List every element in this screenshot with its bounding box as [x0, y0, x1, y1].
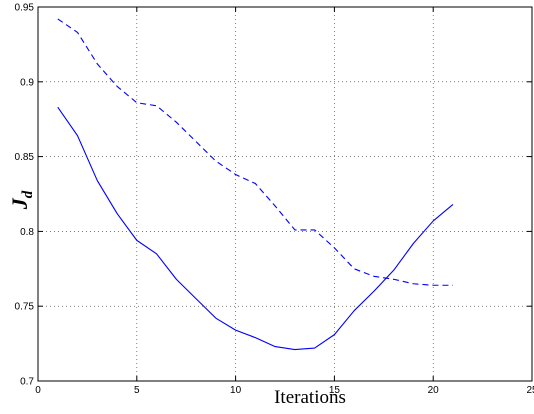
- y-axis-label-subscript: d: [20, 190, 36, 198]
- plot-frame: [37, 6, 533, 382]
- x-tick-label: 0: [35, 385, 41, 396]
- dashed-series-line: [57, 18, 453, 286]
- x-tick-label: 10: [230, 385, 242, 396]
- y-tick-label: 0.8: [20, 227, 34, 238]
- x-tick-label: 20: [428, 385, 440, 396]
- plot-background: [38, 7, 532, 381]
- x-axis-label: Iterations: [274, 387, 346, 408]
- x-tick-label: 15: [329, 385, 341, 396]
- y-tick-labels: 0.7 0.75 0.8 0.85 0.9 0.95: [15, 3, 35, 388]
- y-axis-label-main: J: [7, 197, 32, 210]
- x-tick-labels: 0 5 10 15 20 25: [35, 385, 534, 396]
- ticks: [37, 6, 533, 382]
- x-tick-label: 25: [526, 385, 534, 396]
- solid-series-line: [57, 106, 454, 351]
- y-tick-label: 0.85: [15, 152, 35, 163]
- y-tick-label: 0.9: [20, 77, 34, 88]
- x-tick-label: 5: [134, 385, 140, 396]
- y-tick-label: 0.95: [15, 3, 35, 14]
- y-tick-label: 0.75: [15, 302, 35, 313]
- series-layer: [57, 18, 454, 351]
- y-axis-label: Jd: [7, 190, 36, 210]
- y-tick-label: 0.7: [20, 377, 34, 388]
